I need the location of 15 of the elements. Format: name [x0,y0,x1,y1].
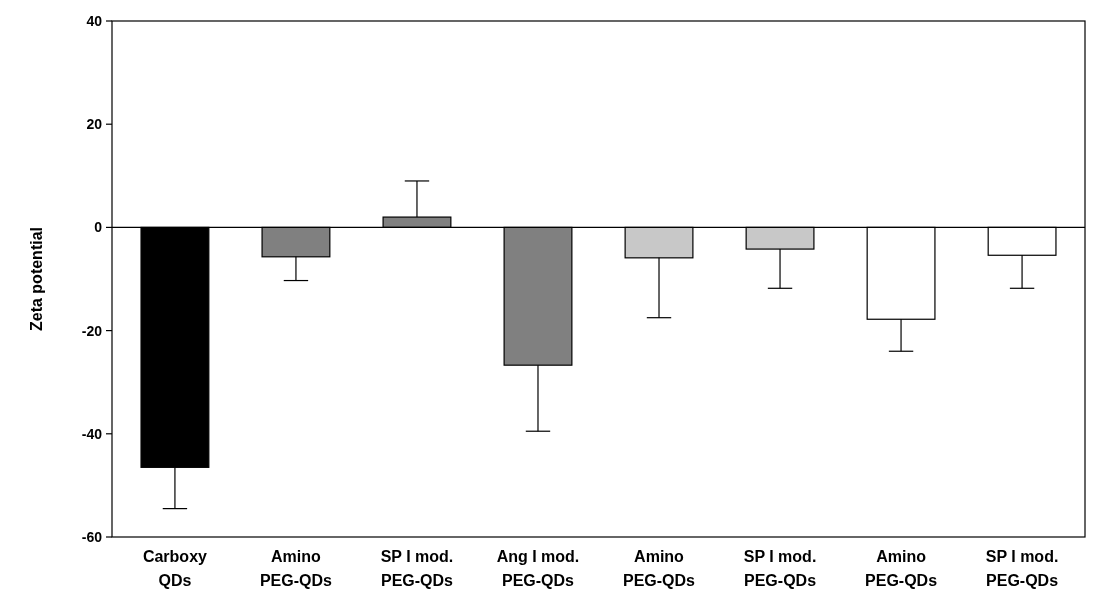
x-tick-label: SP I mod. PEG-QDs [380,548,454,589]
y-tick-label: -40 [81,425,103,442]
x-tick-label: Ang I mod. PEG-QDs [496,548,580,589]
y-tick-label: 40 [86,12,103,29]
x-tick-label: Carboxy QDs [142,548,208,589]
y-tick-label: 0 [94,219,103,236]
x-tick-label: Amino PEG-QDs [623,548,696,589]
y-tick-label: -60 [81,528,103,545]
x-tick-label: SP I mod. PEG-QDs [743,548,817,589]
y-axis-title: Zeta potential [28,226,45,332]
y-tick-label: 20 [86,116,103,133]
x-tick-label: Amino PEG-QDs [259,548,333,589]
x-tick-label: Amino PEG-QDs [865,548,938,589]
y-tick-label: -20 [81,322,103,339]
x-tick-label: SP I mod. PEG-QDs [985,548,1059,589]
